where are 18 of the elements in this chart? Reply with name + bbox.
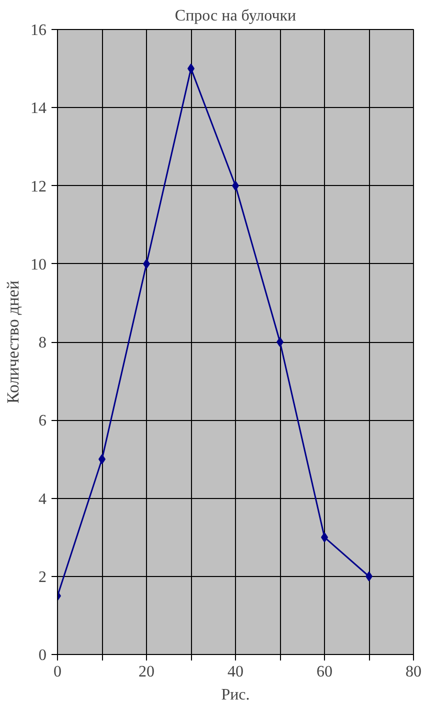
x-tick-label: 80 (406, 664, 422, 680)
y-tick-label: 4 (38, 490, 46, 508)
x-tick-label: 40 (228, 664, 244, 680)
y-axis-title: Количество дней (4, 280, 22, 404)
x-tick-label: 0 (54, 664, 62, 680)
text: Рис. (221, 686, 250, 704)
chart-title: Спрос на булочки (174, 8, 297, 24)
y-tick-label: 16 (30, 22, 46, 39)
y-tick-label: 2 (38, 568, 46, 586)
y-tick-label: 6 (38, 412, 46, 430)
y-tick-label: 10 (30, 256, 46, 274)
y-tick-label: 8 (38, 334, 46, 352)
x-tick-label: 60 (316, 664, 332, 680)
y-tick-label: 0 (38, 647, 46, 664)
point (276, 337, 284, 347)
y-tick-label: 12 (30, 178, 46, 196)
y-tick-label: 14 (30, 100, 46, 118)
x-tick-label: 20 (138, 664, 154, 680)
